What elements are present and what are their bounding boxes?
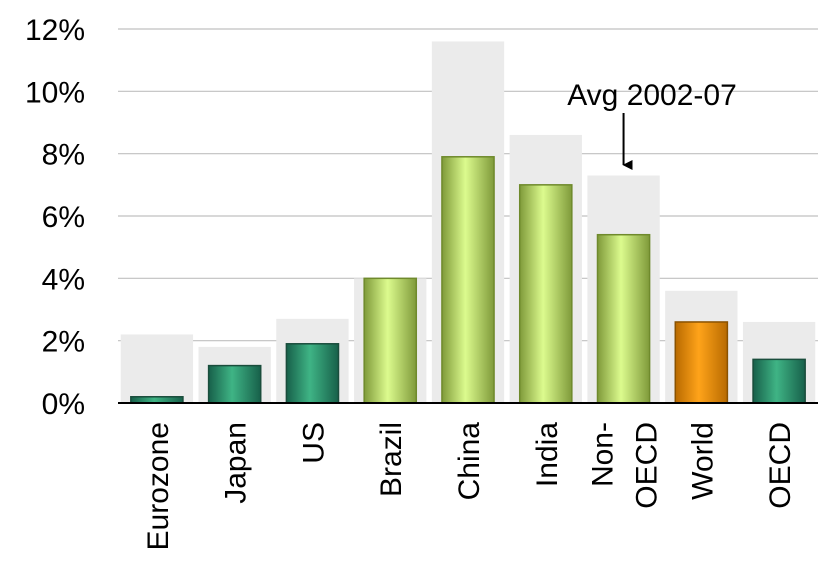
category-label: India xyxy=(531,422,564,487)
y-tick-label: 2% xyxy=(42,326,85,359)
category-label: Eurozone xyxy=(142,422,175,550)
y-tick-label: 8% xyxy=(42,139,85,172)
value-bar xyxy=(363,277,418,404)
value-bar xyxy=(674,321,729,404)
category-label: Non- xyxy=(587,422,620,487)
value-bars xyxy=(130,156,806,404)
value-bar xyxy=(752,358,806,404)
category-label: China xyxy=(453,422,486,501)
y-tick-label: 10% xyxy=(25,76,85,109)
category-label: OECD xyxy=(764,422,797,509)
annotation-label: Avg 2002-07 xyxy=(567,79,737,112)
value-bar xyxy=(518,184,573,404)
category-labels: Eurozone Japan US Brazil China India Non- OECD W… xyxy=(142,422,797,551)
category-label: World xyxy=(686,422,719,500)
y-tick-labels: 0% 2% 4% 6% 8% 10% 12% xyxy=(25,14,85,421)
y-tick-label: 4% xyxy=(42,263,85,296)
y-tick-label: 6% xyxy=(42,201,85,234)
annotation: Avg 2002-07 xyxy=(567,79,737,170)
value-bar xyxy=(285,343,340,404)
value-bar xyxy=(441,156,495,404)
category-label: Brazil xyxy=(375,422,408,497)
value-bar xyxy=(596,233,651,404)
y-tick-label: 12% xyxy=(25,14,85,47)
y-tick-label: 0% xyxy=(42,388,85,421)
value-bar xyxy=(207,364,262,404)
category-label: US xyxy=(297,422,330,464)
category-label: OECD xyxy=(631,422,664,509)
category-label: Japan xyxy=(220,422,253,504)
average-bar xyxy=(120,334,194,403)
